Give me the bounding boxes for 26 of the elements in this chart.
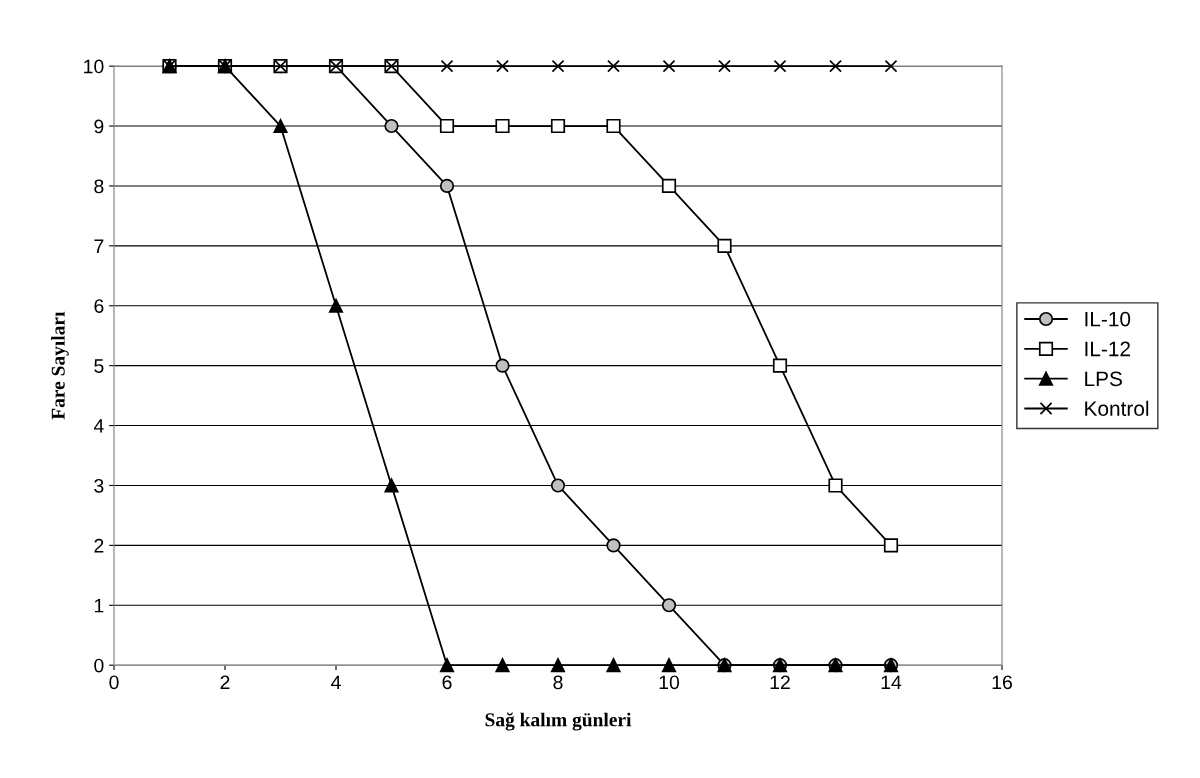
y-tick-label: 10	[84, 59, 104, 74]
legend-label: Kontrol	[1085, 400, 1149, 417]
x-tick-label: 4	[331, 675, 341, 689]
x-tick-label: 12	[770, 675, 790, 689]
y-tick-label: 2	[94, 538, 104, 553]
y-tick-label: 1	[94, 598, 104, 613]
y-axis-title: Fare Sayıları	[51, 311, 69, 420]
x-tick-label: 14	[881, 675, 902, 689]
legend-label: IL-10	[1085, 311, 1131, 327]
y-tick-label: 4	[93, 419, 104, 433]
x-tick-label: 0	[109, 675, 119, 690]
x-tick-label: 16	[992, 675, 1012, 690]
x-axis-title: Sağ kalım günleri	[485, 712, 632, 731]
y-tick-label: 9	[94, 119, 104, 134]
y-tick-label: 6	[94, 299, 104, 313]
legend-label: LPS	[1085, 371, 1122, 387]
y-tick-label: 7	[94, 239, 104, 253]
x-tick-label: 2	[220, 675, 230, 689]
x-tick-label: 8	[553, 675, 563, 690]
y-tick-label: 5	[94, 359, 104, 373]
x-tick-label: 6	[442, 675, 452, 690]
x-tick-label: 10	[659, 675, 680, 690]
legend-label: IL-12	[1085, 341, 1130, 357]
y-tick-label: 8	[94, 179, 104, 194]
y-tick-label: 0	[94, 658, 104, 673]
y-tick-label: 3	[94, 478, 104, 493]
